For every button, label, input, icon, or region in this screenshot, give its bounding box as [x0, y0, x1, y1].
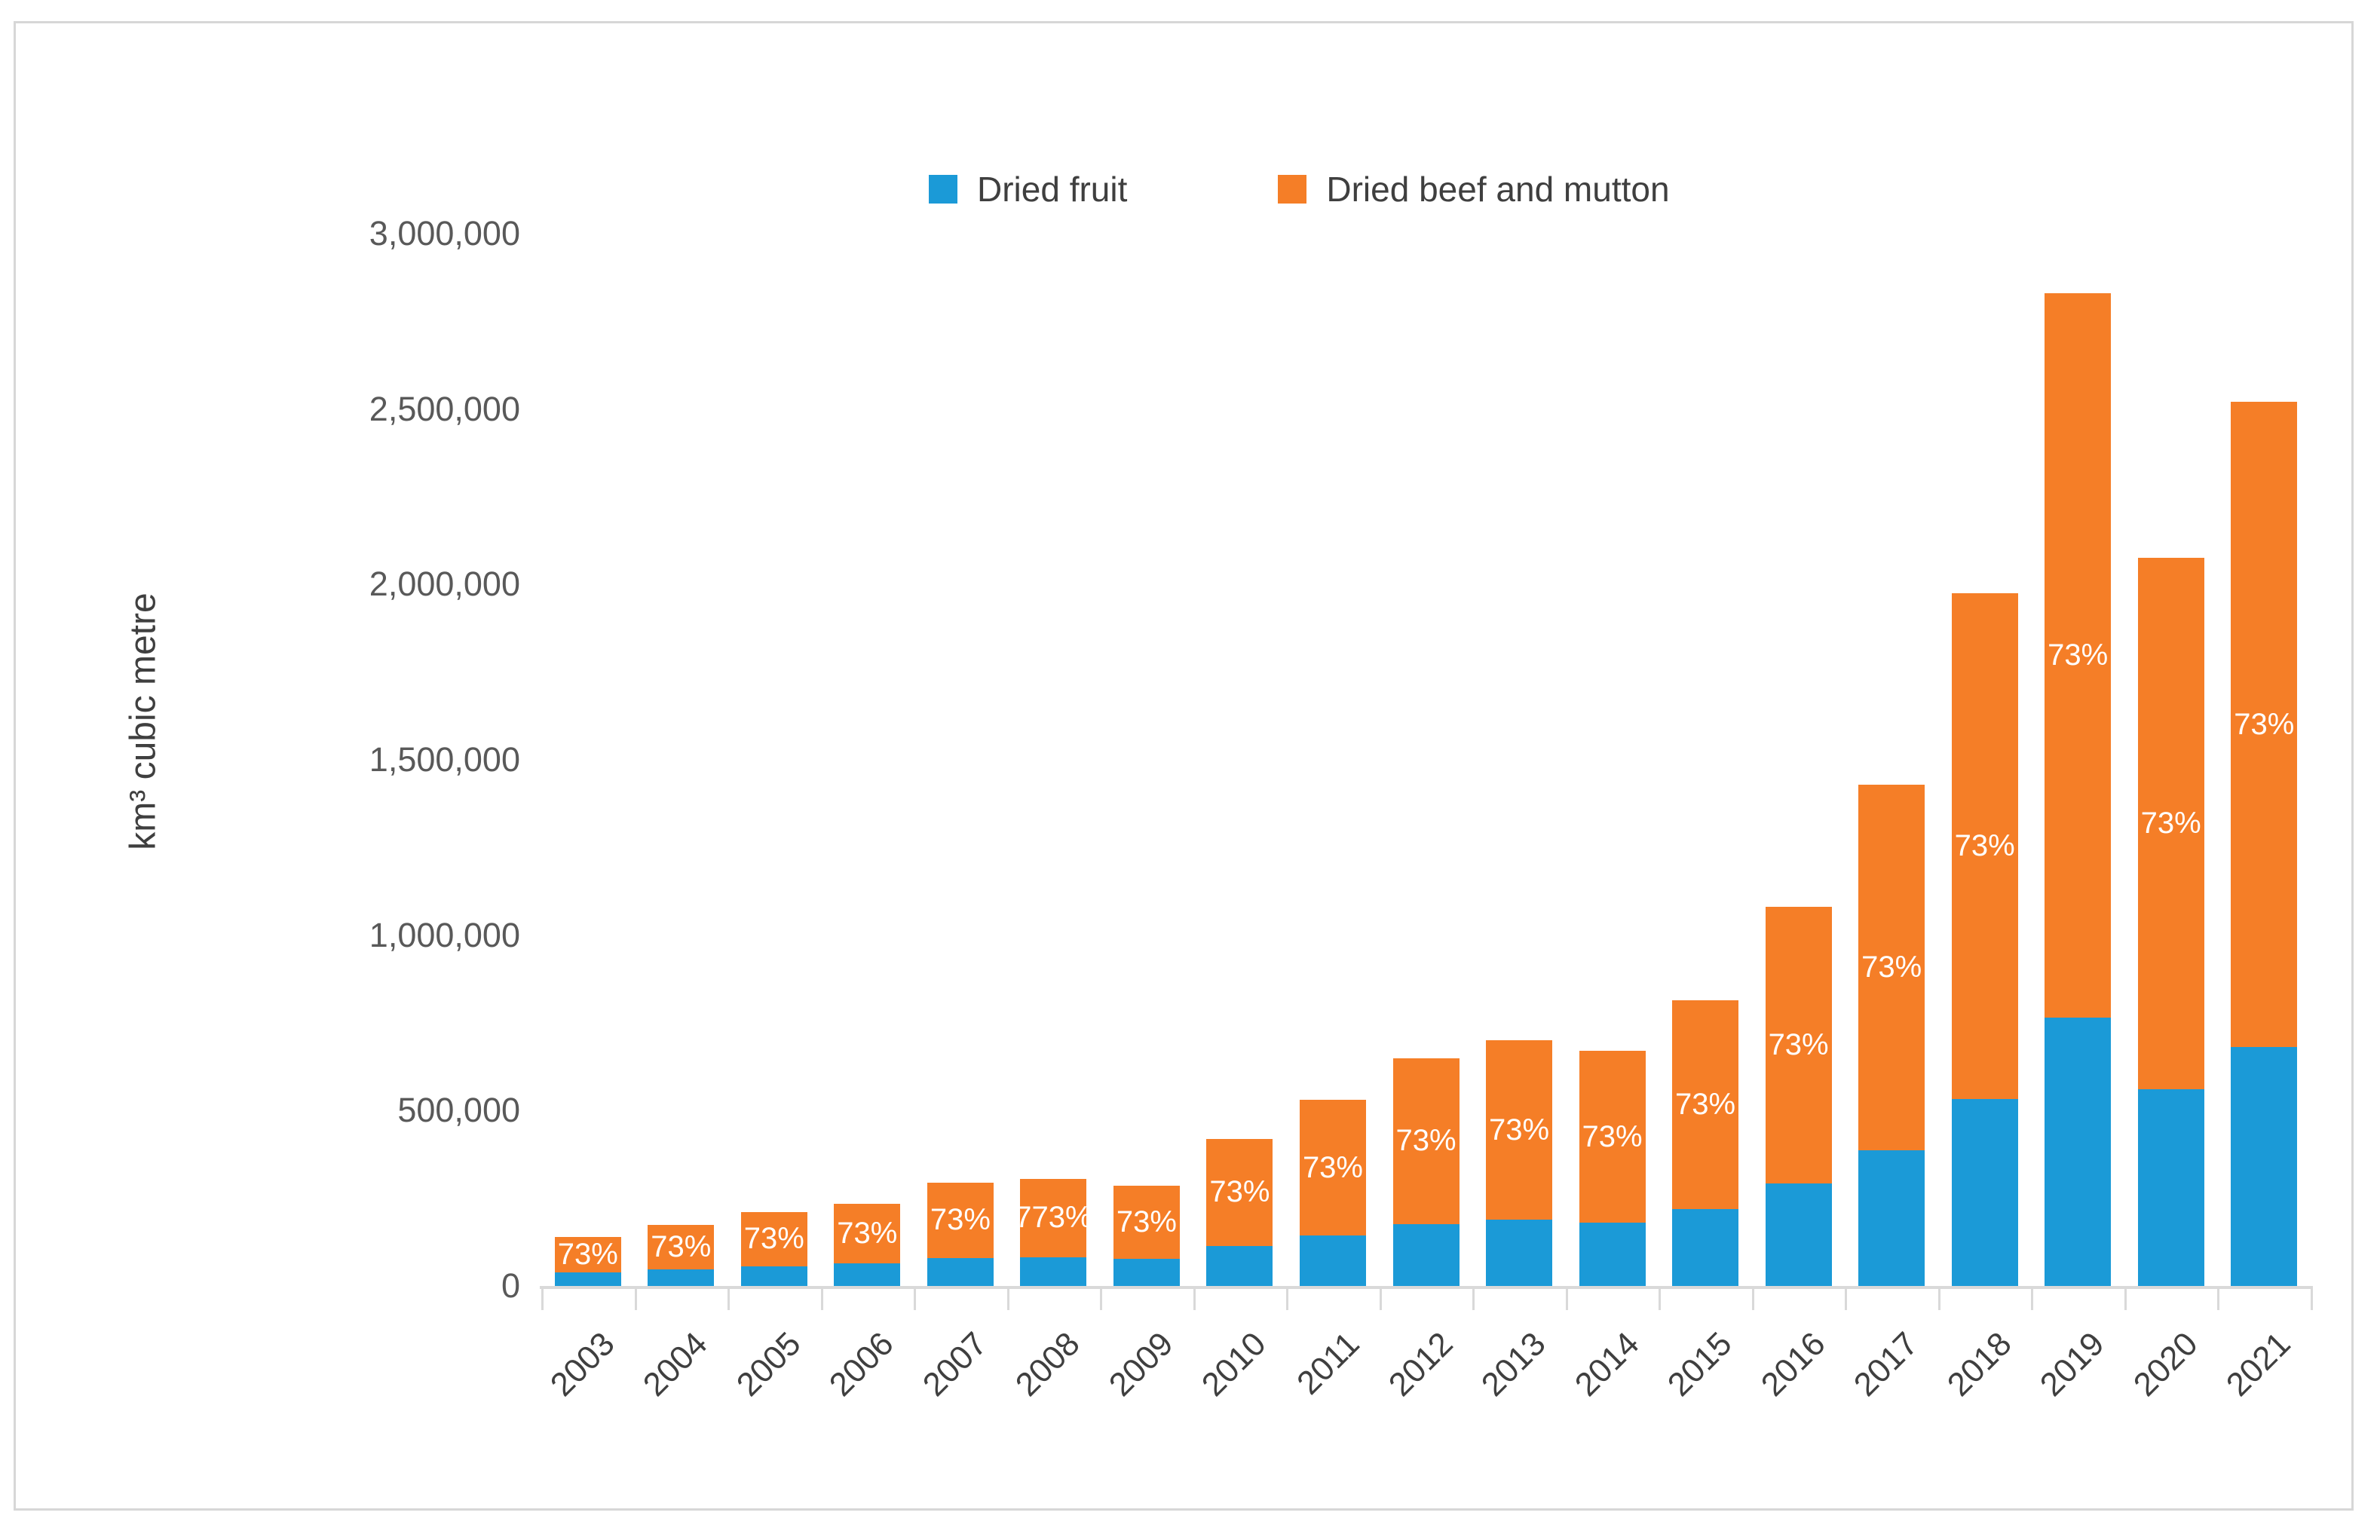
x-axis-tick-mark: [1100, 1286, 1103, 1310]
bar-segment-dried-fruit-2019: [2045, 1018, 2112, 1286]
bar-segment-dried-fruit-2007: [927, 1257, 994, 1286]
x-axis-tick-mark: [2124, 1286, 2127, 1310]
bar-segment-dried-beef-and-mutton-2016: 73%: [1765, 907, 1832, 1184]
bar-segment-dried-beef-and-mutton-2003: 73%: [554, 1236, 621, 1273]
bar-segment-dried-fruit-2015: [1672, 1208, 1739, 1286]
bar-percentage-label-2014: 73%: [1582, 1119, 1643, 1153]
y-tick-label-2000000: 2,000,000: [369, 565, 520, 604]
x-axis-tick-mark: [1193, 1286, 1196, 1310]
bar-segment-dried-fruit-2018: [1951, 1098, 2018, 1286]
bar-segment-dried-fruit-2017: [1858, 1150, 1925, 1286]
y-tick-label-0: 0: [501, 1266, 520, 1305]
bar-segment-dried-beef-and-mutton-2014: 73%: [1579, 1051, 1646, 1223]
bar-percentage-label-2017: 73%: [1861, 950, 1922, 984]
bar-segment-dried-beef-and-mutton-2009: 73%: [1113, 1186, 1180, 1260]
bar-segment-dried-beef-and-mutton-2004: 73%: [648, 1224, 715, 1270]
bar-segment-dried-beef-and-mutton-2015: 73%: [1672, 1000, 1739, 1209]
x-axis-tick-mark: [1845, 1286, 1848, 1310]
bar-percentage-label-2021: 73%: [2234, 707, 2295, 741]
x-axis-tick-mark: [1565, 1286, 1568, 1310]
y-tick-label-1500000: 1,500,000: [369, 740, 520, 779]
bar-segment-dried-beef-and-mutton-2020: 73%: [2137, 558, 2204, 1090]
bar-segment-dried-beef-and-mutton-2007: 73%: [927, 1182, 994, 1258]
chart-border: [14, 21, 2354, 1511]
bar-percentage-label-2008: 773%: [1015, 1201, 1092, 1235]
bar-percentage-label-2011: 73%: [1302, 1150, 1363, 1184]
legend-label-dried-fruit: Dried fruit: [977, 170, 1128, 209]
bar-percentage-label-2010: 73%: [1209, 1175, 1270, 1209]
bar-segment-dried-fruit-2003: [554, 1272, 621, 1286]
bar-segment-dried-fruit-2020: [2137, 1089, 2204, 1286]
bar-segment-dried-fruit-2005: [740, 1266, 807, 1286]
bar-segment-dried-fruit-2004: [648, 1269, 715, 1286]
bar-percentage-label-2005: 73%: [743, 1222, 804, 1256]
bar-segment-dried-fruit-2006: [834, 1263, 901, 1286]
legend-item-dried-fruit: Dried fruit: [929, 169, 1127, 210]
bar-percentage-label-2020: 73%: [2140, 807, 2201, 840]
y-tick-label-500000: 500,000: [397, 1091, 520, 1130]
bar-segment-dried-beef-and-mutton-2008: 773%: [1015, 1179, 1092, 1257]
plot-area: 73% 73% 73% 73% 73% 773% 73% 73% 73% 73% 73% 73% 73%…: [541, 0, 2311, 1286]
bar-segment-dried-beef-and-mutton-2011: 73%: [1299, 1100, 1366, 1236]
bar-percentage-label-2018: 73%: [1954, 828, 2015, 862]
bar-segment-dried-fruit-2013: [1486, 1220, 1553, 1286]
x-axis-tick-mark: [1379, 1286, 1382, 1310]
y-tick-label-3000000: 3,000,000: [369, 214, 520, 253]
legend-swatch-dried-fruit: [929, 175, 957, 204]
x-axis-tick-mark: [1751, 1286, 1754, 1310]
x-axis-tick-mark: [820, 1286, 823, 1310]
bar-segment-dried-beef-and-mutton-2018: 73%: [1951, 592, 2018, 1099]
x-axis-tick-mark: [541, 1286, 544, 1310]
bar-segment-dried-beef-and-mutton-2019: 73%: [2045, 293, 2112, 1018]
y-tick-label-2500000: 2,500,000: [369, 389, 520, 428]
bar-segment-dried-beef-and-mutton-2013: 73%: [1486, 1040, 1553, 1220]
x-axis-tick-mark: [2031, 1286, 2034, 1310]
bar-percentage-label-2019: 73%: [2048, 638, 2109, 672]
bar-percentage-label-2003: 73%: [557, 1238, 618, 1272]
x-axis-tick-mark: [727, 1286, 731, 1310]
bar-segment-dried-fruit-2014: [1579, 1222, 1646, 1286]
bar-percentage-label-2006: 73%: [837, 1217, 898, 1251]
bar-segment-dried-fruit-2021: [2231, 1047, 2298, 1286]
bar-percentage-label-2012: 73%: [1395, 1124, 1456, 1158]
bar-segment-dried-fruit-2008: [1020, 1257, 1087, 1286]
y-axis-title: km³ cubic metre: [123, 592, 164, 850]
bar-segment-dried-beef-and-mutton-2010: 73%: [1206, 1138, 1273, 1247]
x-axis-line: [540, 1286, 2312, 1289]
bar-percentage-label-2007: 73%: [930, 1203, 991, 1237]
legend: Dried fruit Dried beef and mutton: [929, 169, 1670, 210]
bar-percentage-label-2015: 73%: [1675, 1087, 1736, 1121]
x-axis-tick-mark: [1286, 1286, 1289, 1310]
bar-segment-dried-beef-and-mutton-2017: 73%: [1858, 784, 1925, 1151]
x-axis-tick-mark: [634, 1286, 637, 1310]
x-axis-tick-mark: [2311, 1286, 2313, 1310]
x-axis-tick-mark: [1472, 1286, 1475, 1310]
bar-segment-dried-beef-and-mutton-2006: 73%: [834, 1203, 901, 1264]
bar-percentage-label-2009: 73%: [1116, 1205, 1177, 1239]
x-axis-tick-mark: [914, 1286, 917, 1310]
bar-segment-dried-fruit-2009: [1113, 1259, 1180, 1286]
bar-segment-dried-fruit-2010: [1206, 1246, 1273, 1286]
x-axis-tick-mark: [2217, 1286, 2220, 1310]
bar-segment-dried-fruit-2012: [1392, 1224, 1460, 1286]
x-axis-tick-mark: [1659, 1286, 1662, 1310]
x-axis-tick-mark: [1006, 1286, 1009, 1310]
legend-swatch-dried-beef-and-mutton: [1278, 175, 1307, 204]
legend-label-dried-beef-and-mutton: Dried beef and mutton: [1326, 170, 1670, 209]
bar-percentage-label-2016: 73%: [1768, 1028, 1829, 1062]
bar-percentage-label-2013: 73%: [1488, 1113, 1550, 1147]
y-tick-label-1000000: 1,000,000: [369, 915, 520, 954]
bar-segment-dried-fruit-2011: [1299, 1235, 1366, 1286]
x-axis-tick-mark: [1937, 1286, 1940, 1310]
bar-segment-dried-beef-and-mutton-2005: 73%: [740, 1212, 807, 1266]
bar-segment-dried-beef-and-mutton-2021: 73%: [2231, 402, 2298, 1048]
legend-item-dried-beef-and-mutton: Dried beef and mutton: [1278, 169, 1670, 210]
bar-percentage-label-2004: 73%: [651, 1229, 712, 1263]
bar-segment-dried-fruit-2016: [1765, 1183, 1832, 1286]
bar-segment-dried-beef-and-mutton-2012: 73%: [1392, 1058, 1460, 1225]
